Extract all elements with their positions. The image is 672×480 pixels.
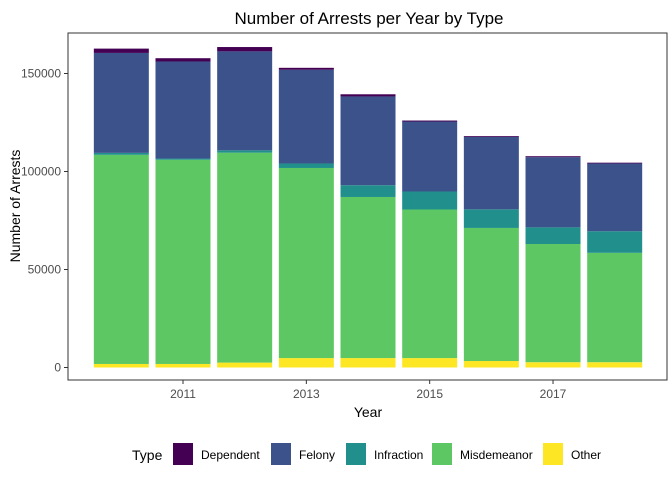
- x-tick-label: 2013: [293, 387, 320, 401]
- bar-segment-felony-2013: [278, 69, 334, 164]
- legend-label-dependent: Dependent: [201, 448, 260, 462]
- bars-layer: [93, 47, 643, 368]
- bar-segment-infraction-2016: [463, 209, 519, 228]
- legend-key-misdemeanor: [432, 443, 452, 465]
- bar-segment-dependent-2016: [463, 136, 519, 137]
- y-axis-title: Number of Arrests: [7, 150, 23, 263]
- bar-segment-infraction-2010: [93, 152, 149, 155]
- y-tick-label: 100000: [21, 165, 61, 179]
- bar-segment-infraction-2013: [278, 163, 334, 168]
- bar-segment-felony-2016: [463, 136, 519, 210]
- x-tick-label: 2011: [170, 387, 196, 401]
- legend-label-infraction: Infraction: [374, 448, 423, 462]
- bar-segment-felony-2015: [402, 121, 458, 192]
- bar-segment-felony-2018: [587, 163, 643, 232]
- bar-segment-infraction-2011: [155, 158, 211, 160]
- legend-label-other: Other: [571, 448, 601, 462]
- bar-segment-dependent-2017: [525, 156, 581, 158]
- bar-segment-felony-2010: [93, 52, 149, 153]
- bar-segment-felony-2014: [340, 96, 396, 186]
- bar-segment-other-2012: [217, 362, 273, 368]
- bar-segment-infraction-2014: [340, 185, 396, 197]
- bar-segment-dependent-2013: [278, 67, 334, 70]
- bar-segment-misdemeanor-2014: [340, 196, 396, 359]
- bar-segment-other-2011: [155, 363, 211, 368]
- bar-segment-dependent-2015: [402, 120, 458, 122]
- y-tick-label: 150000: [21, 67, 61, 81]
- bar-segment-infraction-2015: [402, 191, 458, 210]
- bar-segment-misdemeanor-2018: [587, 252, 643, 363]
- bar-segment-other-2010: [93, 363, 149, 368]
- x-tick-label: 2017: [540, 387, 567, 401]
- y-tick-label: 50000: [28, 263, 62, 277]
- bar-segment-misdemeanor-2010: [93, 154, 149, 364]
- bar-segment-misdemeanor-2015: [402, 209, 458, 359]
- legend: Type Dependent Felony Infraction Misdemeano…: [132, 443, 601, 465]
- bar-segment-dependent-2011: [155, 58, 211, 62]
- bar-segment-infraction-2018: [587, 231, 643, 253]
- bar-segment-dependent-2010: [93, 48, 149, 53]
- bar-segment-dependent-2014: [340, 94, 396, 97]
- y-axis: 0 50000 100000 150000: [21, 67, 68, 375]
- legend-key-other: [543, 443, 563, 465]
- x-axis: 2011 2013 2015 2017: [170, 380, 567, 401]
- bar-segment-infraction-2012: [217, 150, 273, 153]
- x-axis-title: Year: [354, 404, 383, 420]
- bar-segment-felony-2011: [155, 61, 211, 159]
- legend-key-felony: [271, 443, 291, 465]
- legend-key-infraction: [346, 443, 366, 465]
- bar-segment-other-2016: [463, 361, 519, 368]
- bar-segment-infraction-2017: [525, 227, 581, 245]
- bar-segment-other-2018: [587, 362, 643, 368]
- bar-segment-misdemeanor-2013: [278, 167, 334, 359]
- legend-title: Type: [132, 447, 163, 463]
- bar-segment-misdemeanor-2012: [217, 152, 273, 363]
- legend-label-felony: Felony: [299, 448, 335, 462]
- bar-segment-felony-2012: [217, 51, 273, 151]
- bar-segment-other-2015: [402, 358, 458, 368]
- legend-label-misdemeanor: Misdemeanor: [460, 448, 533, 462]
- bar-segment-other-2017: [525, 362, 581, 368]
- y-tick-label: 0: [54, 361, 61, 375]
- bar-segment-misdemeanor-2011: [155, 159, 211, 364]
- bar-segment-misdemeanor-2017: [525, 244, 581, 363]
- bar-segment-felony-2017: [525, 157, 581, 228]
- legend-key-dependent: [173, 443, 193, 465]
- bar-segment-other-2014: [340, 358, 396, 368]
- bar-segment-misdemeanor-2016: [463, 227, 519, 362]
- bar-segment-dependent-2018: [587, 162, 643, 164]
- chart-title: Number of Arrests per Year by Type: [235, 9, 504, 28]
- bar-segment-other-2013: [278, 358, 334, 368]
- x-tick-label: 2015: [416, 387, 443, 401]
- bar-segment-dependent-2012: [217, 47, 273, 52]
